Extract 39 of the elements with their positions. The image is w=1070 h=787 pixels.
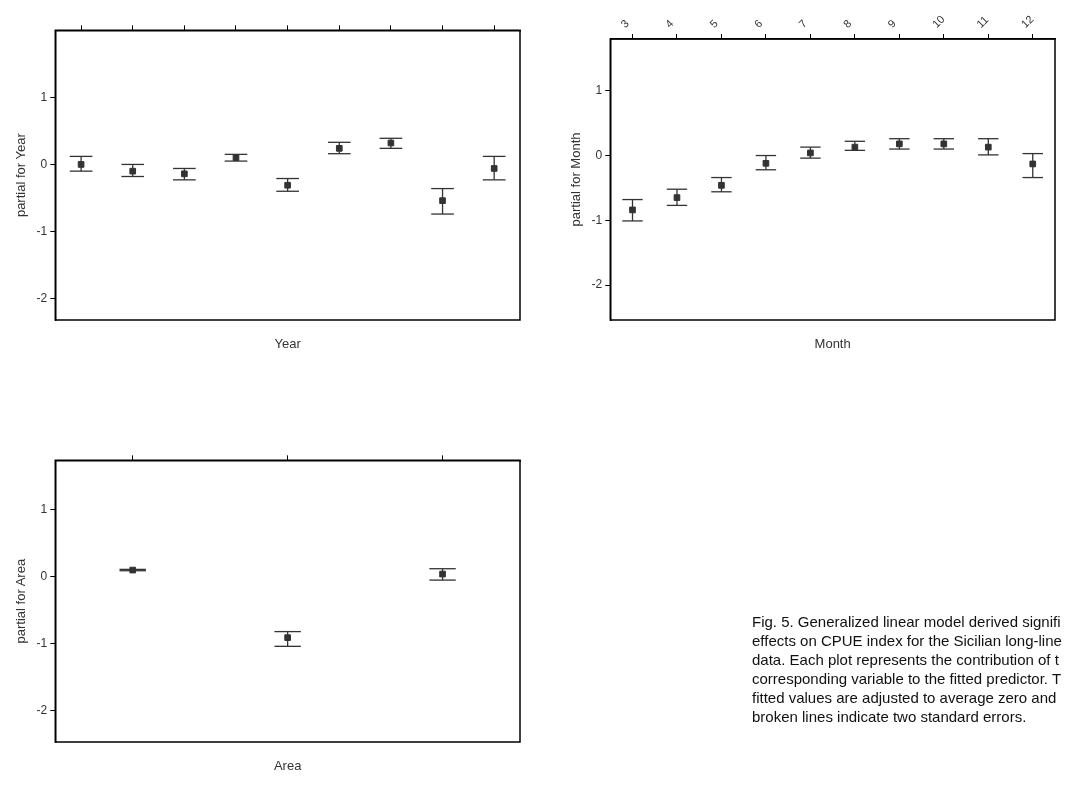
point (284, 181, 291, 189)
y-tick-label: 1 (595, 83, 603, 98)
point (984, 143, 992, 151)
x-tick-label: 11 (974, 13, 991, 30)
point (490, 165, 498, 172)
y-tick-label: -2 (36, 702, 48, 717)
y-tick-label: -2 (591, 277, 603, 292)
y-tick-label: 1 (40, 502, 48, 517)
x-tick-label: 7 (796, 17, 809, 30)
x-tick-label: 8 (840, 17, 854, 30)
x-tick-label: 10 (929, 12, 947, 30)
x-tick-label: 6 (751, 17, 765, 30)
point (1029, 160, 1037, 168)
x-tick-label: 3 (618, 17, 632, 30)
y-tick-label: 0 (40, 156, 48, 171)
point (629, 206, 636, 214)
point (439, 197, 446, 204)
y-tick-label: 0 (40, 569, 48, 584)
x-tick-label: 9 (885, 17, 898, 30)
point (335, 145, 343, 152)
y-axis-title: partial for Month (568, 132, 584, 227)
y-tick-label: -2 (36, 290, 48, 305)
y-axis-title: partial for Year (13, 132, 29, 218)
y-tick-label: 0 (595, 147, 603, 162)
caption: Fig. 5. Generalized linear model derived signifi effects on CPUE index for the Sicilian long-line data. Each plot represents the contribution of t corresponding variable to the fitted predictor. T fitted values are adjusted to average zero and broken lines indicate two standard errors. (752, 612, 1063, 726)
point (129, 167, 137, 175)
x-tick-label: 5 (707, 17, 721, 30)
y-tick-label: -1 (36, 635, 48, 650)
x-tick-label: 4 (662, 17, 676, 30)
y-tick-label: 1 (40, 89, 48, 104)
x-axis-title: Year (274, 336, 302, 352)
y-tick-label: -1 (36, 223, 48, 238)
x-axis-title: Area (273, 758, 303, 774)
point (718, 181, 725, 189)
y-tick-label: -1 (591, 212, 603, 227)
x-axis-title: Month (814, 336, 851, 352)
y-axis-title: partial for Area (13, 558, 29, 644)
point (284, 634, 291, 641)
x-tick-label: 12 (1018, 12, 1036, 30)
